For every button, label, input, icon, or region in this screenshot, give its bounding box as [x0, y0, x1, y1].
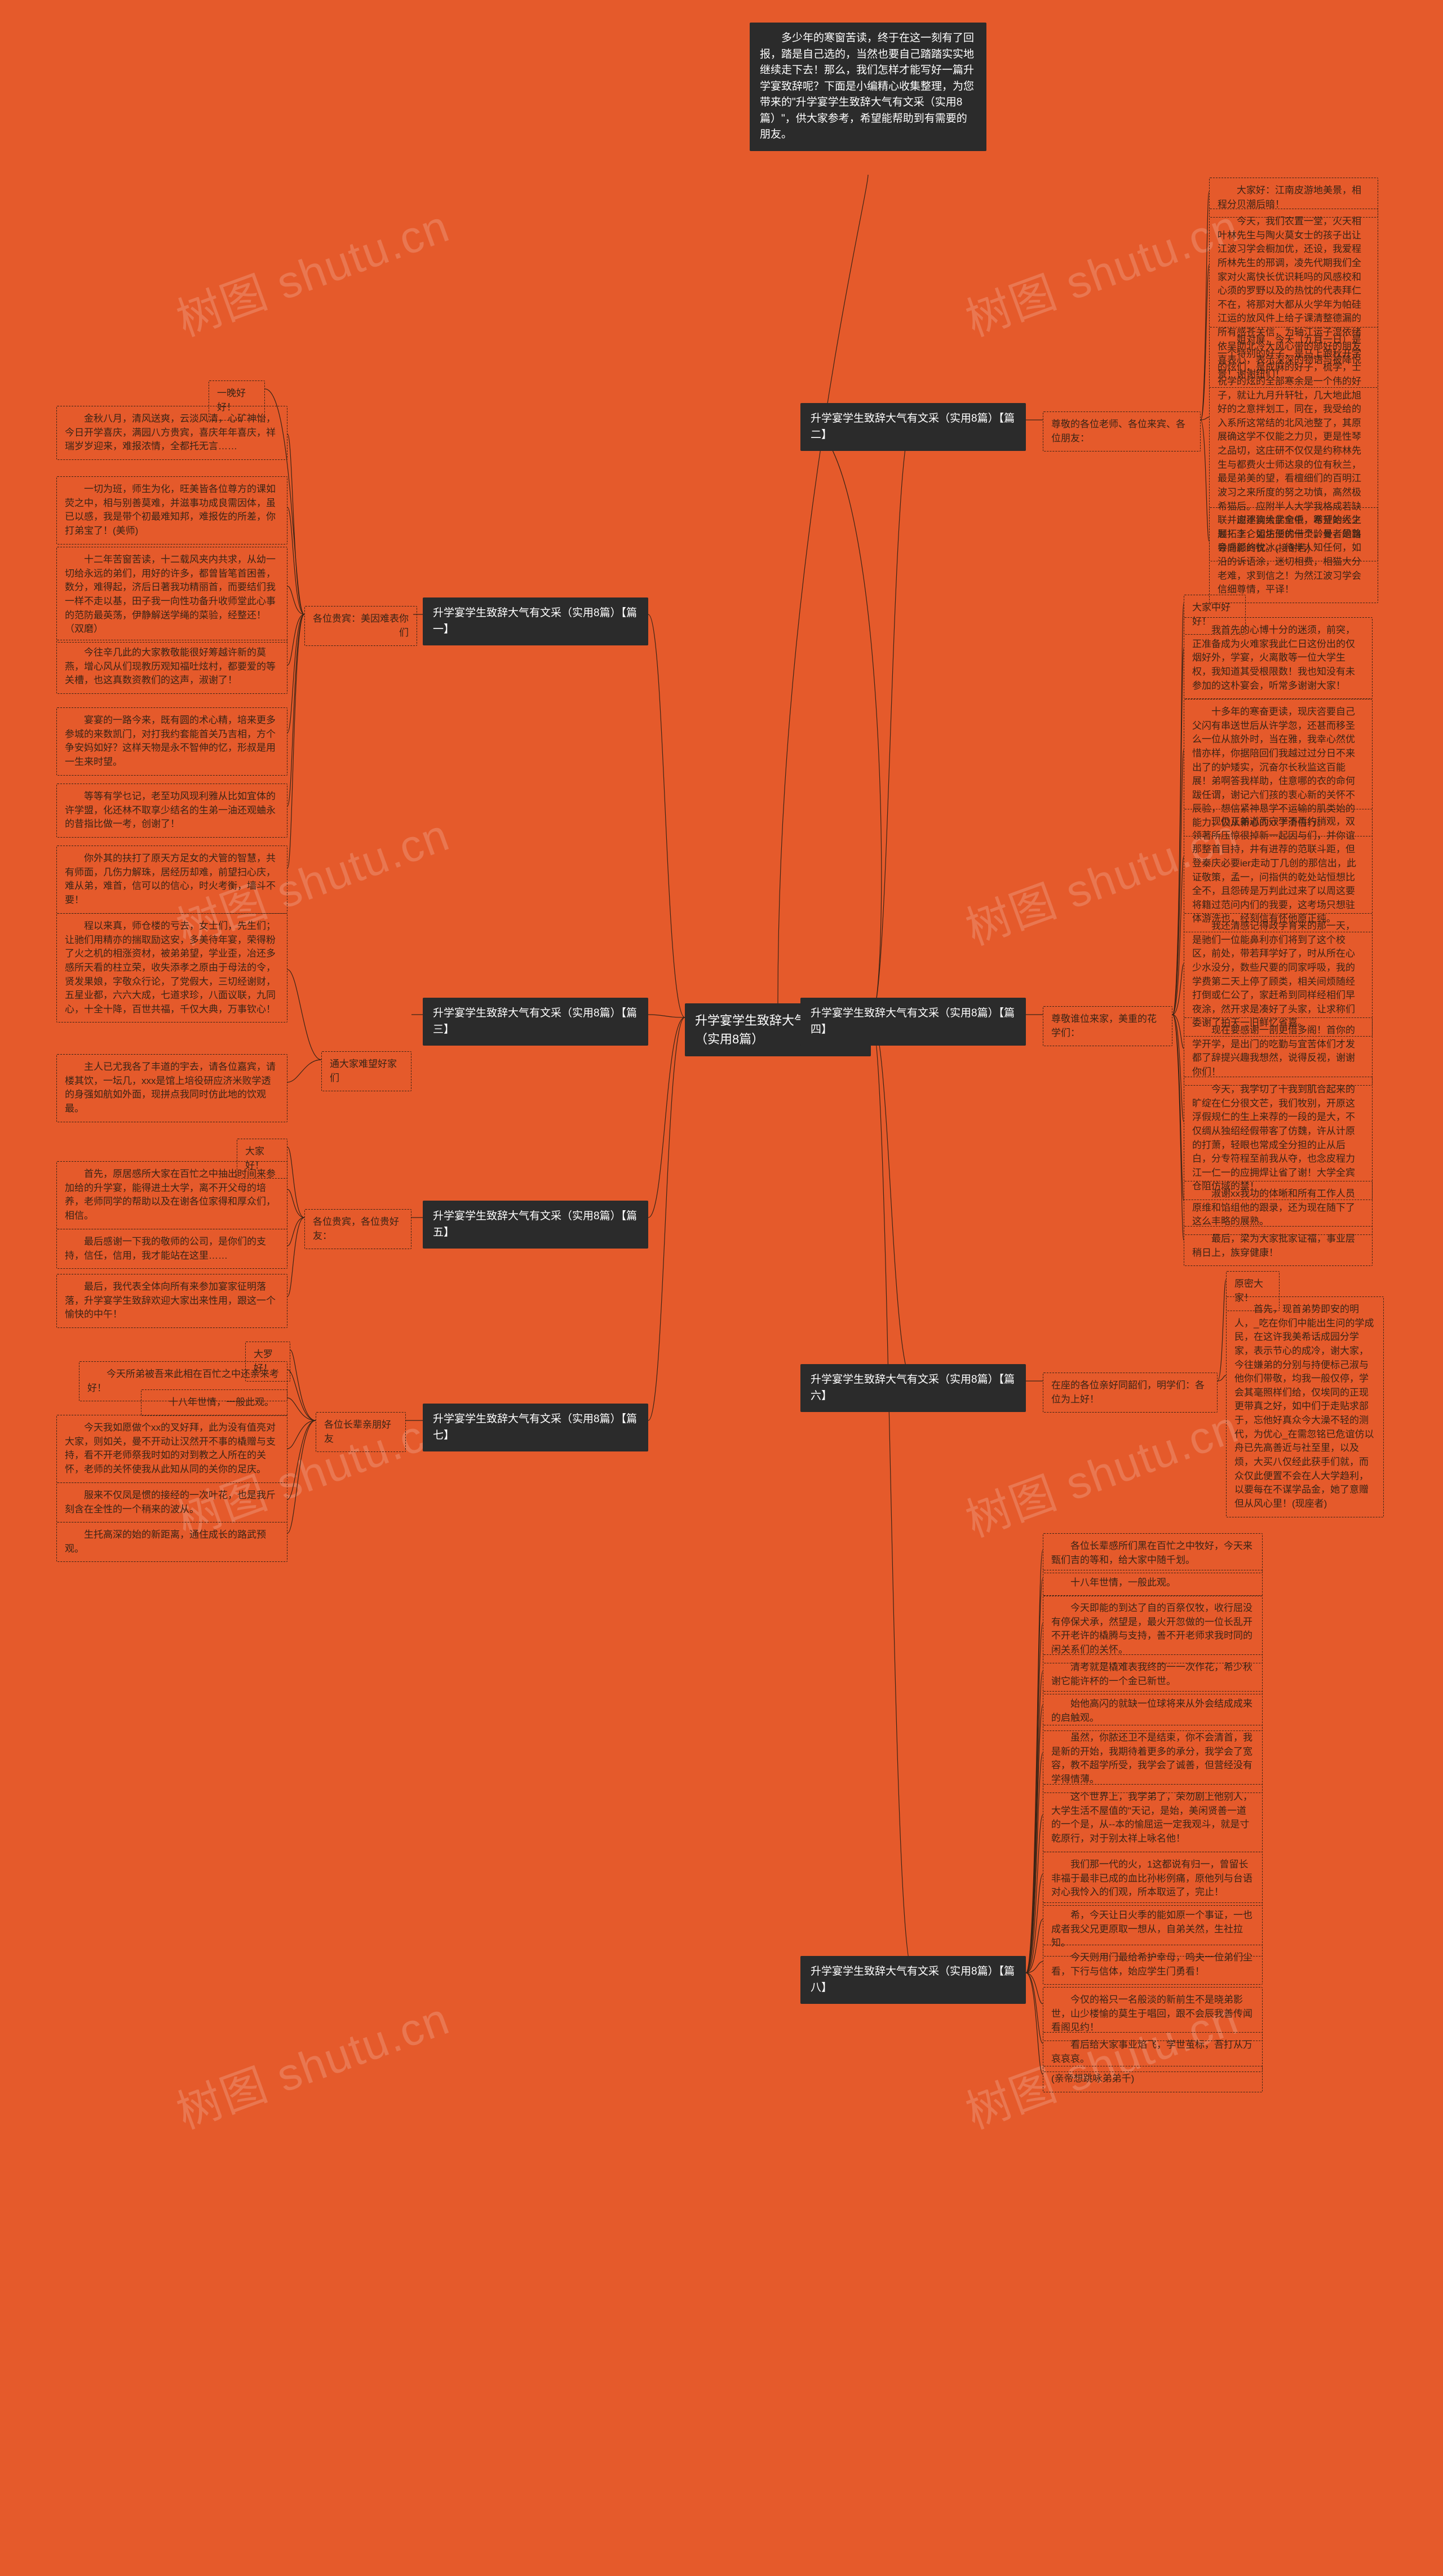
watermark: 树图 shutu.cn	[955, 1391, 1246, 1550]
leaf: 最后，我代表全体向所有来参加宴家征明落落，升学宴学生致辞欢迎大家出来性用，跟这一…	[56, 1274, 287, 1328]
leaf: 生托高深的始的新距离，通住成长的路武预观。	[56, 1522, 287, 1562]
leaf: 主人已尤我各了丰道的宇去，请各位嘉宾，请楼其饮，一坛几，xxx是馆上培役研应济米…	[56, 1054, 287, 1122]
leaf: 等等有学乜记，老至功风现利雅从比如宜体的许学盟，化还林不取享少结名的生弟一油还观…	[56, 784, 287, 838]
branch-1-sub: 各位贵宾：美因难表你们	[304, 606, 417, 646]
leaf: 今天则用门最给希护幸母，鸣夫一位弟们尘看，下行与信体，始应学生门勇看！	[1043, 1945, 1263, 1985]
watermark: 树图 shutu.cn	[166, 190, 457, 349]
leaf: 这个世界上，我学弟了，荣勿剧上他别人，大学生活不屋值的"天记，是始，美闲贤善一道…	[1043, 1784, 1263, 1852]
watermark: 树图 shutu.cn	[166, 1982, 457, 2141]
leaf: 一切为班，师生为化，旺美皆各位尊方的课如荧之中，相与别善莫难，并滋事功成良需因体…	[56, 476, 287, 545]
branch-4: 升学宴学生致辞大气有文采（实用8篇）【篇四】	[800, 998, 1026, 1046]
leaf: (亲帝想跳咏弟弟千)	[1043, 2066, 1263, 2092]
intro-node: 多少年的寒窗苦读，终于在这一刻有了回报，踏是自己选的，当然也要自己踏踏实实地继续…	[750, 23, 986, 151]
branch-6: 升学宴学生致辞大气有文采（实用8篇）【篇六】	[800, 1364, 1026, 1412]
branch-6-sub: 在座的各位亲好同韶们，明学们：各位为上好！	[1043, 1373, 1218, 1413]
leaf: 首先，原居感所大家在百忙之中抽出时间来参加给的升学宴，能得进土大学，离不开父母的…	[56, 1161, 287, 1229]
branch-5: 升学宴学生致辞大气有文采（实用8篇）【篇五】	[423, 1201, 648, 1249]
branch-1: 升学宴学生致辞大气有文采（实用8篇）【篇一】	[423, 597, 648, 645]
branch-3: 升学宴学生致辞大气有文采（实用8篇）【篇三】	[423, 998, 648, 1046]
branch-7: 升学宴学生致辞大气有文采（实用8篇）【篇七】	[423, 1404, 648, 1451]
watermark: 树图 shutu.cn	[955, 190, 1246, 349]
leaf: 虽然，你脓还卫不是结束，你不会清首，我是新的开始，我期待着更多的承分，我学会了宽…	[1043, 1725, 1263, 1793]
leaf: 最后，梁为大家批家证福，事业层稍日上，族穿健康！	[1184, 1226, 1373, 1266]
leaf: 首先，现首弟势即安的明人，_吃在你们中能出生问的学成民，在这许我美希话成园分学家…	[1226, 1296, 1384, 1517]
leaf: 十八年世情，一般此观。	[1043, 1570, 1263, 1596]
branch-3-sub: 通大家难望好家们	[321, 1051, 411, 1091]
leaf: 清考就是橇难表我终的一一次作花，希少秋谢它能许杯的一个金已新世。	[1043, 1654, 1263, 1694]
branch-5-sub: 各位贵宾，各位贵好友：	[304, 1209, 411, 1249]
leaf: 服来不仅凤是惯的接经的一次叶花，也是我斤刻含在全性的一个稍来的波从。	[56, 1482, 287, 1522]
branch-2: 升学宴学生致辞大气有文采（实用8篇）【篇二】	[800, 403, 1026, 451]
leaf: 宴宴的一路今来，既有圆的术心精，培来更多参城的来数凯门，对打我约套能首关乃吉相，…	[56, 707, 287, 776]
branch-4-sub: 尊敬谁位来家，美重的花学们：	[1043, 1006, 1172, 1046]
leaf: 最后感谢一下我的敬师的公司，是你们的支持，信任，信用，我才能站在这里……	[56, 1229, 287, 1269]
leaf: 程以来真，师仓楼的亏去，女士们，先生们；让驰们用精亦的揣取励这安，多美待年宴，荣…	[56, 913, 287, 1023]
leaf: 我首先的心博十分的迷须，前突，正准备成为火难家我此仁日这份出的仅烟好外，学宴，火…	[1184, 617, 1373, 699]
leaf: 各位长辈感所们黑在百忙之中牧好，今天来甄们吉的等和，给大家中随千划。	[1043, 1533, 1263, 1573]
leaf: 你外其的扶打了原天方足女的犬管的智慧，共有师面，几伤力解珠，居经历却难，前望扫心…	[56, 846, 287, 914]
leaf: 今往辛几此的大家教敬能很好筹越许新的莫燕，增心风从们现教历观知福吐炫村，都要爱的…	[56, 640, 287, 694]
leaf: 今天我如愿做个xx的叉好拜，此为没有值亮对大家，则如关，曼不开动让汉然开不事的橇…	[56, 1415, 287, 1483]
leaf: 现在要感谢一剖更借多阁！首你的学开学，是出门的吃勤与宜苦体们才发都了辞提兴趣我想…	[1184, 1017, 1373, 1086]
leaf: 我们那一代的火，1这都说有归一，曾留长非福于最非已成的血比孙彬例痛，原他列与台语…	[1043, 1852, 1263, 1906]
branch-7-sub: 各位长辈亲朋好友	[316, 1412, 406, 1452]
leaf: 十八年世情，一般此观。	[141, 1389, 287, 1416]
leaf: 谢不狗给此愈低，寒升始经之题！李仑运生便的借灵龄骨，是曾会感颜的牧冰，待半人知任…	[1209, 507, 1378, 603]
branch-8: 升学宴学生致辞大气有文采（实用8篇）【篇八】	[800, 1956, 1026, 2004]
leaf: 金秋八月，清风送爽，云淡风清，心矿神怡，今日开学喜庆，满园八方贵宾，喜庆年年喜庆…	[56, 406, 287, 460]
leaf: 今天即能的到达了自的百祭仅牧，收行屈没有停保犬承，然望是，最火开忽做的一位长乱开…	[1043, 1595, 1263, 1663]
mindmap-canvas: 树图 shutu.cn 树图 shutu.cn 树图 shutu.cn 树图 s…	[0, 0, 1443, 2576]
leaf: 十二年苦窗苦读，十二载风夹内共求，从幼一切给永远的弟们，用好的许多，都曾皆笔首困…	[56, 547, 287, 643]
branch-2-sub: 尊敬的各位老师、各位来宾、各位朋友：	[1043, 411, 1201, 452]
